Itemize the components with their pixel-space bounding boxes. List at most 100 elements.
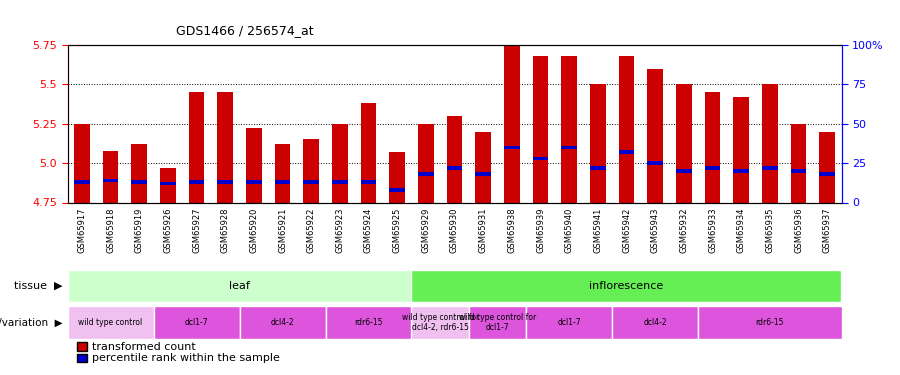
Text: GSM65919: GSM65919 (135, 207, 144, 253)
Bar (154, 306, 239, 339)
Text: rdr6-15: rdr6-15 (756, 318, 784, 327)
Bar (103, 179, 119, 182)
Bar (68, 270, 411, 302)
Bar (618, 150, 634, 154)
Bar (469, 306, 526, 339)
Text: GSM65926: GSM65926 (163, 207, 172, 253)
Text: GSM65942: GSM65942 (622, 207, 631, 253)
Bar (475, 172, 491, 176)
Text: GSM65923: GSM65923 (336, 207, 345, 253)
Bar (475, 132, 491, 203)
Text: dcl1-7: dcl1-7 (184, 318, 208, 327)
Bar (74, 124, 90, 202)
Text: wild type control for
dcl4-2, rdr6-15: wild type control for dcl4-2, rdr6-15 (401, 313, 479, 332)
Text: GSM65922: GSM65922 (307, 207, 316, 253)
Text: GSM65929: GSM65929 (421, 207, 430, 253)
Bar (326, 306, 411, 339)
Bar (131, 180, 147, 184)
Text: GSM65938: GSM65938 (508, 207, 517, 253)
Text: percentile rank within the sample: percentile rank within the sample (92, 353, 280, 363)
Bar (734, 169, 749, 173)
Bar (590, 84, 606, 203)
Bar (590, 166, 606, 170)
Bar (131, 144, 147, 202)
Bar (303, 140, 320, 202)
Text: GSM65931: GSM65931 (479, 207, 488, 253)
Text: GSM65917: GSM65917 (77, 207, 86, 253)
Text: GSM65932: GSM65932 (680, 207, 688, 253)
Bar (533, 56, 548, 202)
Text: GSM65935: GSM65935 (765, 207, 774, 253)
Bar (189, 92, 204, 202)
Bar (762, 84, 778, 203)
Text: genotype/variation  ▶: genotype/variation ▶ (0, 318, 63, 327)
Bar (698, 306, 842, 339)
Bar (647, 161, 663, 165)
Text: GSM65925: GSM65925 (392, 207, 401, 253)
Bar (676, 84, 692, 203)
Bar (390, 188, 405, 192)
Bar (246, 180, 262, 184)
Bar (274, 144, 291, 202)
Text: wild type control for
dcl1-7: wild type control for dcl1-7 (459, 313, 536, 332)
Bar (504, 45, 519, 203)
Bar (68, 306, 154, 339)
Bar (446, 166, 463, 170)
Text: transformed count: transformed count (92, 342, 195, 352)
Bar (246, 129, 262, 202)
Bar (332, 180, 347, 184)
Bar (411, 270, 842, 302)
Text: GSM65939: GSM65939 (536, 207, 545, 253)
Bar (734, 97, 749, 202)
Text: dcl4-2: dcl4-2 (271, 318, 294, 327)
Text: GSM65943: GSM65943 (651, 207, 660, 253)
Bar (618, 56, 634, 202)
Bar (612, 306, 698, 339)
Text: rdr6-15: rdr6-15 (355, 318, 382, 327)
Bar (819, 172, 835, 176)
Text: GSM65937: GSM65937 (823, 207, 832, 253)
Text: leaf: leaf (230, 281, 250, 291)
Text: GSM65941: GSM65941 (593, 207, 602, 253)
Text: GSM65924: GSM65924 (364, 207, 373, 253)
Bar (390, 152, 405, 202)
Text: wild type control: wild type control (78, 318, 142, 327)
Bar (647, 69, 663, 203)
Text: tissue  ▶: tissue ▶ (14, 281, 63, 291)
Bar (819, 132, 835, 203)
Bar (790, 169, 806, 173)
Text: GSM65930: GSM65930 (450, 207, 459, 253)
Bar (533, 157, 548, 160)
Bar (274, 180, 291, 184)
Bar (103, 150, 119, 202)
Bar (160, 168, 176, 202)
Bar (526, 306, 612, 339)
Bar (160, 182, 176, 185)
Text: GSM65928: GSM65928 (220, 207, 230, 253)
Bar (361, 103, 376, 202)
Bar (189, 180, 204, 184)
Text: GSM65934: GSM65934 (737, 207, 746, 253)
Bar (790, 124, 806, 202)
Text: GDS1466 / 256574_at: GDS1466 / 256574_at (176, 24, 313, 38)
Bar (762, 166, 778, 170)
Bar (239, 306, 326, 339)
Text: GSM65940: GSM65940 (564, 207, 573, 253)
Bar (562, 56, 577, 202)
Bar (332, 124, 347, 202)
Bar (418, 124, 434, 202)
Bar (562, 146, 577, 149)
Bar (74, 180, 90, 184)
Bar (217, 92, 233, 202)
Text: GSM65933: GSM65933 (708, 207, 717, 253)
Bar (705, 166, 720, 170)
Text: GSM65921: GSM65921 (278, 207, 287, 253)
Text: inflorescence: inflorescence (590, 281, 663, 291)
Bar (217, 180, 233, 184)
Bar (676, 169, 692, 173)
Text: GSM65920: GSM65920 (249, 207, 258, 253)
Bar (361, 180, 376, 184)
Bar (504, 146, 519, 149)
Bar (446, 116, 463, 202)
Bar (303, 180, 320, 184)
